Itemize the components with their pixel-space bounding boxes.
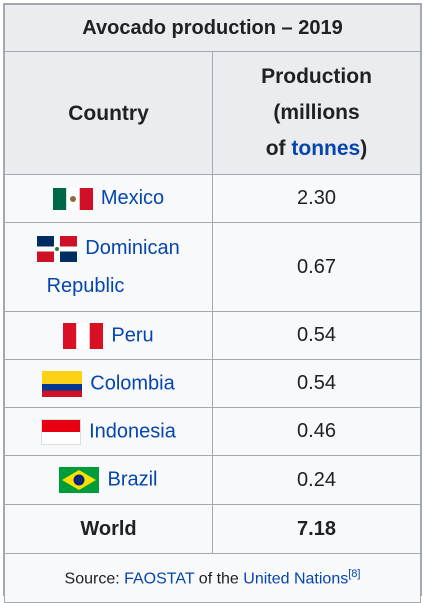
country-link-dominican-republic[interactable]: Dominican (85, 237, 180, 259)
total-value: 7.18 (212, 504, 421, 554)
colombia-flag-icon (42, 370, 83, 397)
value-cell: 0.67 (212, 222, 421, 312)
reference-link[interactable]: [8] (348, 567, 361, 580)
tonnes-link[interactable]: tonnes (291, 137, 361, 160)
total-row: World 7.18 (4, 504, 421, 554)
country-cell: Dominican Republic (4, 222, 213, 312)
header-row: Country Production (millions of tonnes) (4, 51, 421, 175)
country-cell: Mexico (4, 174, 213, 223)
table-row: Mexico 2.30 (4, 174, 421, 223)
country-cell: Brazil (4, 455, 213, 505)
brazil-flag-icon (59, 467, 100, 493)
total-label: World (4, 504, 213, 554)
value-cell: 0.54 (212, 311, 421, 360)
country-cell: Peru (4, 311, 213, 360)
country-link-mexico[interactable]: Mexico (100, 187, 165, 209)
production-header-of: of (265, 137, 286, 160)
country-link-brazil[interactable]: Brazil (107, 468, 158, 491)
table-row: Colombia 0.54 (4, 359, 421, 408)
table-row: Brazil 0.24 (4, 455, 421, 505)
avocado-production-infobox: Avocado production – 2019 Country Produc… (3, 3, 422, 603)
faostat-link[interactable]: FAOSTAT (124, 570, 195, 588)
value-cell: 0.54 (212, 359, 421, 408)
country-link-colombia[interactable]: Colombia (90, 371, 175, 394)
united-nations-link[interactable]: United Nations (243, 570, 349, 588)
mexico-flag-icon (52, 187, 93, 210)
country-link-indonesia[interactable]: Indonesia (89, 419, 176, 442)
source-prefix: Source: (64, 570, 120, 588)
table-row: Indonesia 0.46 (4, 407, 421, 456)
value-cell: 0.24 (212, 455, 421, 505)
country-cell: Indonesia (4, 407, 213, 456)
production-header: Production (millions of tonnes) (212, 51, 421, 175)
peru-flag-icon (63, 322, 104, 349)
indonesia-flag-icon (41, 418, 82, 445)
source-row: Source: FAOSTAT of the United Nations[8] (4, 553, 421, 603)
dominican-republic-flag-icon (37, 235, 78, 262)
table-caption: Avocado production – 2019 (4, 4, 421, 52)
country-cell: Colombia (4, 359, 213, 408)
production-table: Avocado production – 2019 Country Produc… (4, 4, 421, 603)
country-link-peru[interactable]: Peru (111, 323, 154, 346)
source-middle: of the (198, 570, 239, 588)
table-row: Dominican Republic 0.67 (4, 222, 421, 312)
country-header: Country (4, 51, 213, 175)
value-cell: 2.30 (212, 174, 421, 223)
production-header-line1: Production (261, 65, 372, 88)
production-header-line3: of tonnes) (213, 131, 420, 167)
table-row: Peru 0.54 (4, 311, 421, 360)
value-cell: 0.46 (212, 407, 421, 456)
country-link-dominican-republic-line2[interactable]: Republic (46, 275, 125, 297)
production-header-close: ) (360, 137, 368, 160)
production-header-line2: (millions (273, 101, 360, 124)
source-note: Source: FAOSTAT of the United Nations[8] (4, 553, 421, 603)
